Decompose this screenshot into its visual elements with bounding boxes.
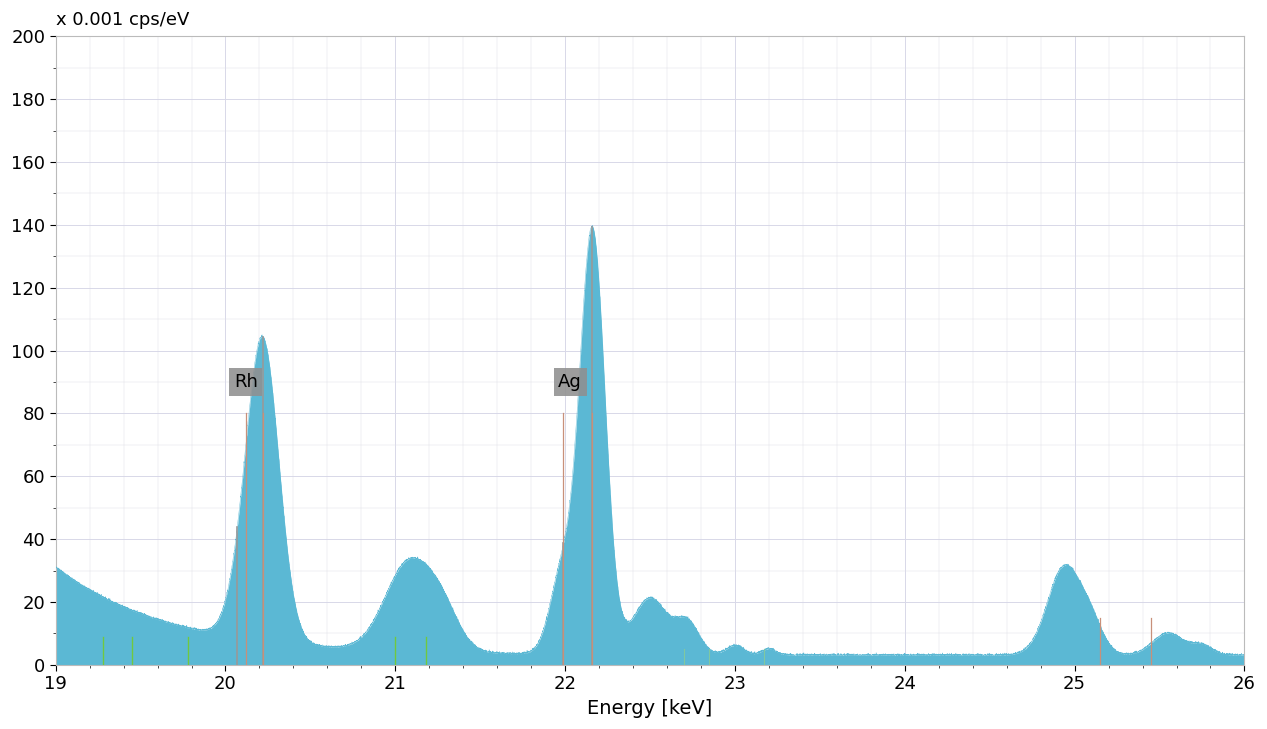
Text: Ag: Ag [559,373,582,391]
X-axis label: Energy [keV]: Energy [keV] [588,699,712,718]
Text: x 0.001 cps/eV: x 0.001 cps/eV [56,11,189,29]
Text: Rh: Rh [234,373,258,391]
